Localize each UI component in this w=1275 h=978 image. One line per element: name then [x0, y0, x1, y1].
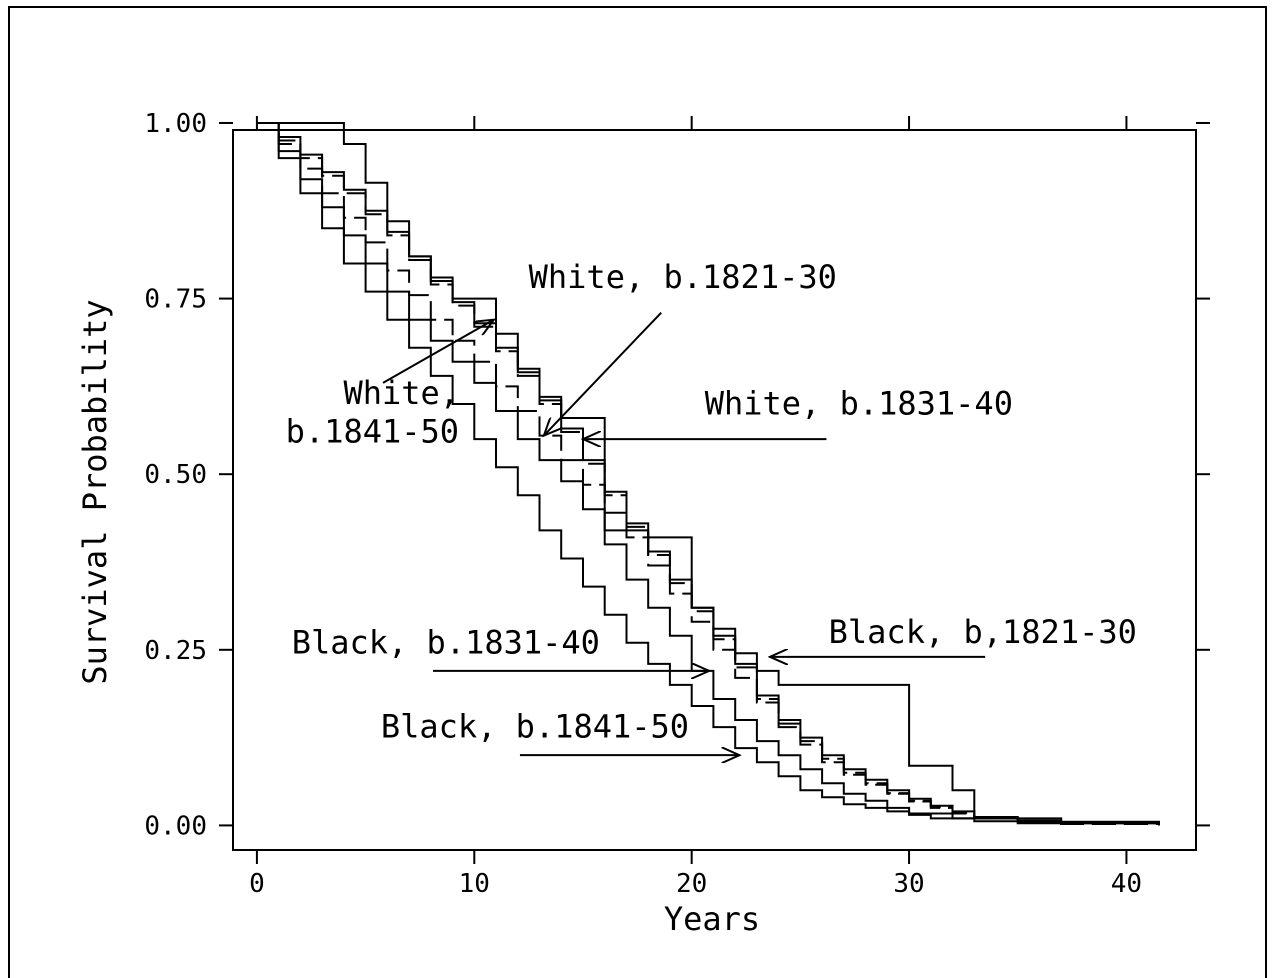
- figure-frame: [8, 6, 1267, 978]
- x-tick-label-1: 10: [459, 869, 490, 899]
- curve-black-1831-40: [256, 122, 1160, 826]
- annotation-label-black-1841-50: Black, b.1841-50: [381, 708, 689, 746]
- axis-tick-labels: 0 10 20 30 40 0.00 0.25 0.50 0.75 1.00: [144, 109, 1142, 899]
- y-tick-label-4: 1.00: [144, 109, 207, 139]
- y-axis-title: Survival Probability: [76, 299, 114, 684]
- curve-black-1821-30: [256, 122, 1160, 826]
- curve-black-1841-50: [256, 122, 1160, 826]
- x-axis-title: Years: [664, 900, 760, 938]
- survival-curves: [256, 122, 1160, 826]
- annotation-label-white-1841-50-line0: White,: [343, 374, 459, 412]
- annotation-label-black-1821-30: Black, b,1821-30: [829, 613, 1137, 651]
- annotation-label-white-1821-30: White, b.1821-30: [529, 258, 837, 296]
- x-tick-label-2: 20: [676, 869, 707, 899]
- annotation-arrow-white-1841-50: [382, 320, 494, 384]
- y-tick-label-2: 0.50: [144, 460, 207, 490]
- curve-annotations: White, b.1821-30 White,b.1841-50 White, b.…: [286, 258, 1137, 755]
- x-tick-label-4: 40: [1111, 869, 1142, 899]
- y-tick-label-1: 0.25: [144, 636, 207, 666]
- x-tick-label-0: 0: [249, 869, 265, 899]
- annotation-label-white-1831-40: White, b.1831-40: [705, 384, 1013, 422]
- y-tick-label-3: 0.75: [144, 285, 207, 315]
- plot-area-border: [232, 129, 1197, 851]
- y-tick-label-0: 0.00: [144, 811, 207, 841]
- annotation-arrow-white-1821-30: [544, 311, 662, 436]
- x-tick-label-3: 30: [893, 869, 924, 899]
- annotation-label-white-1841-50-line1: b.1841-50: [286, 413, 459, 451]
- annotation-label-black-1831-40: Black, b.1831-40: [292, 623, 600, 661]
- axis-ticks: [219, 116, 1210, 864]
